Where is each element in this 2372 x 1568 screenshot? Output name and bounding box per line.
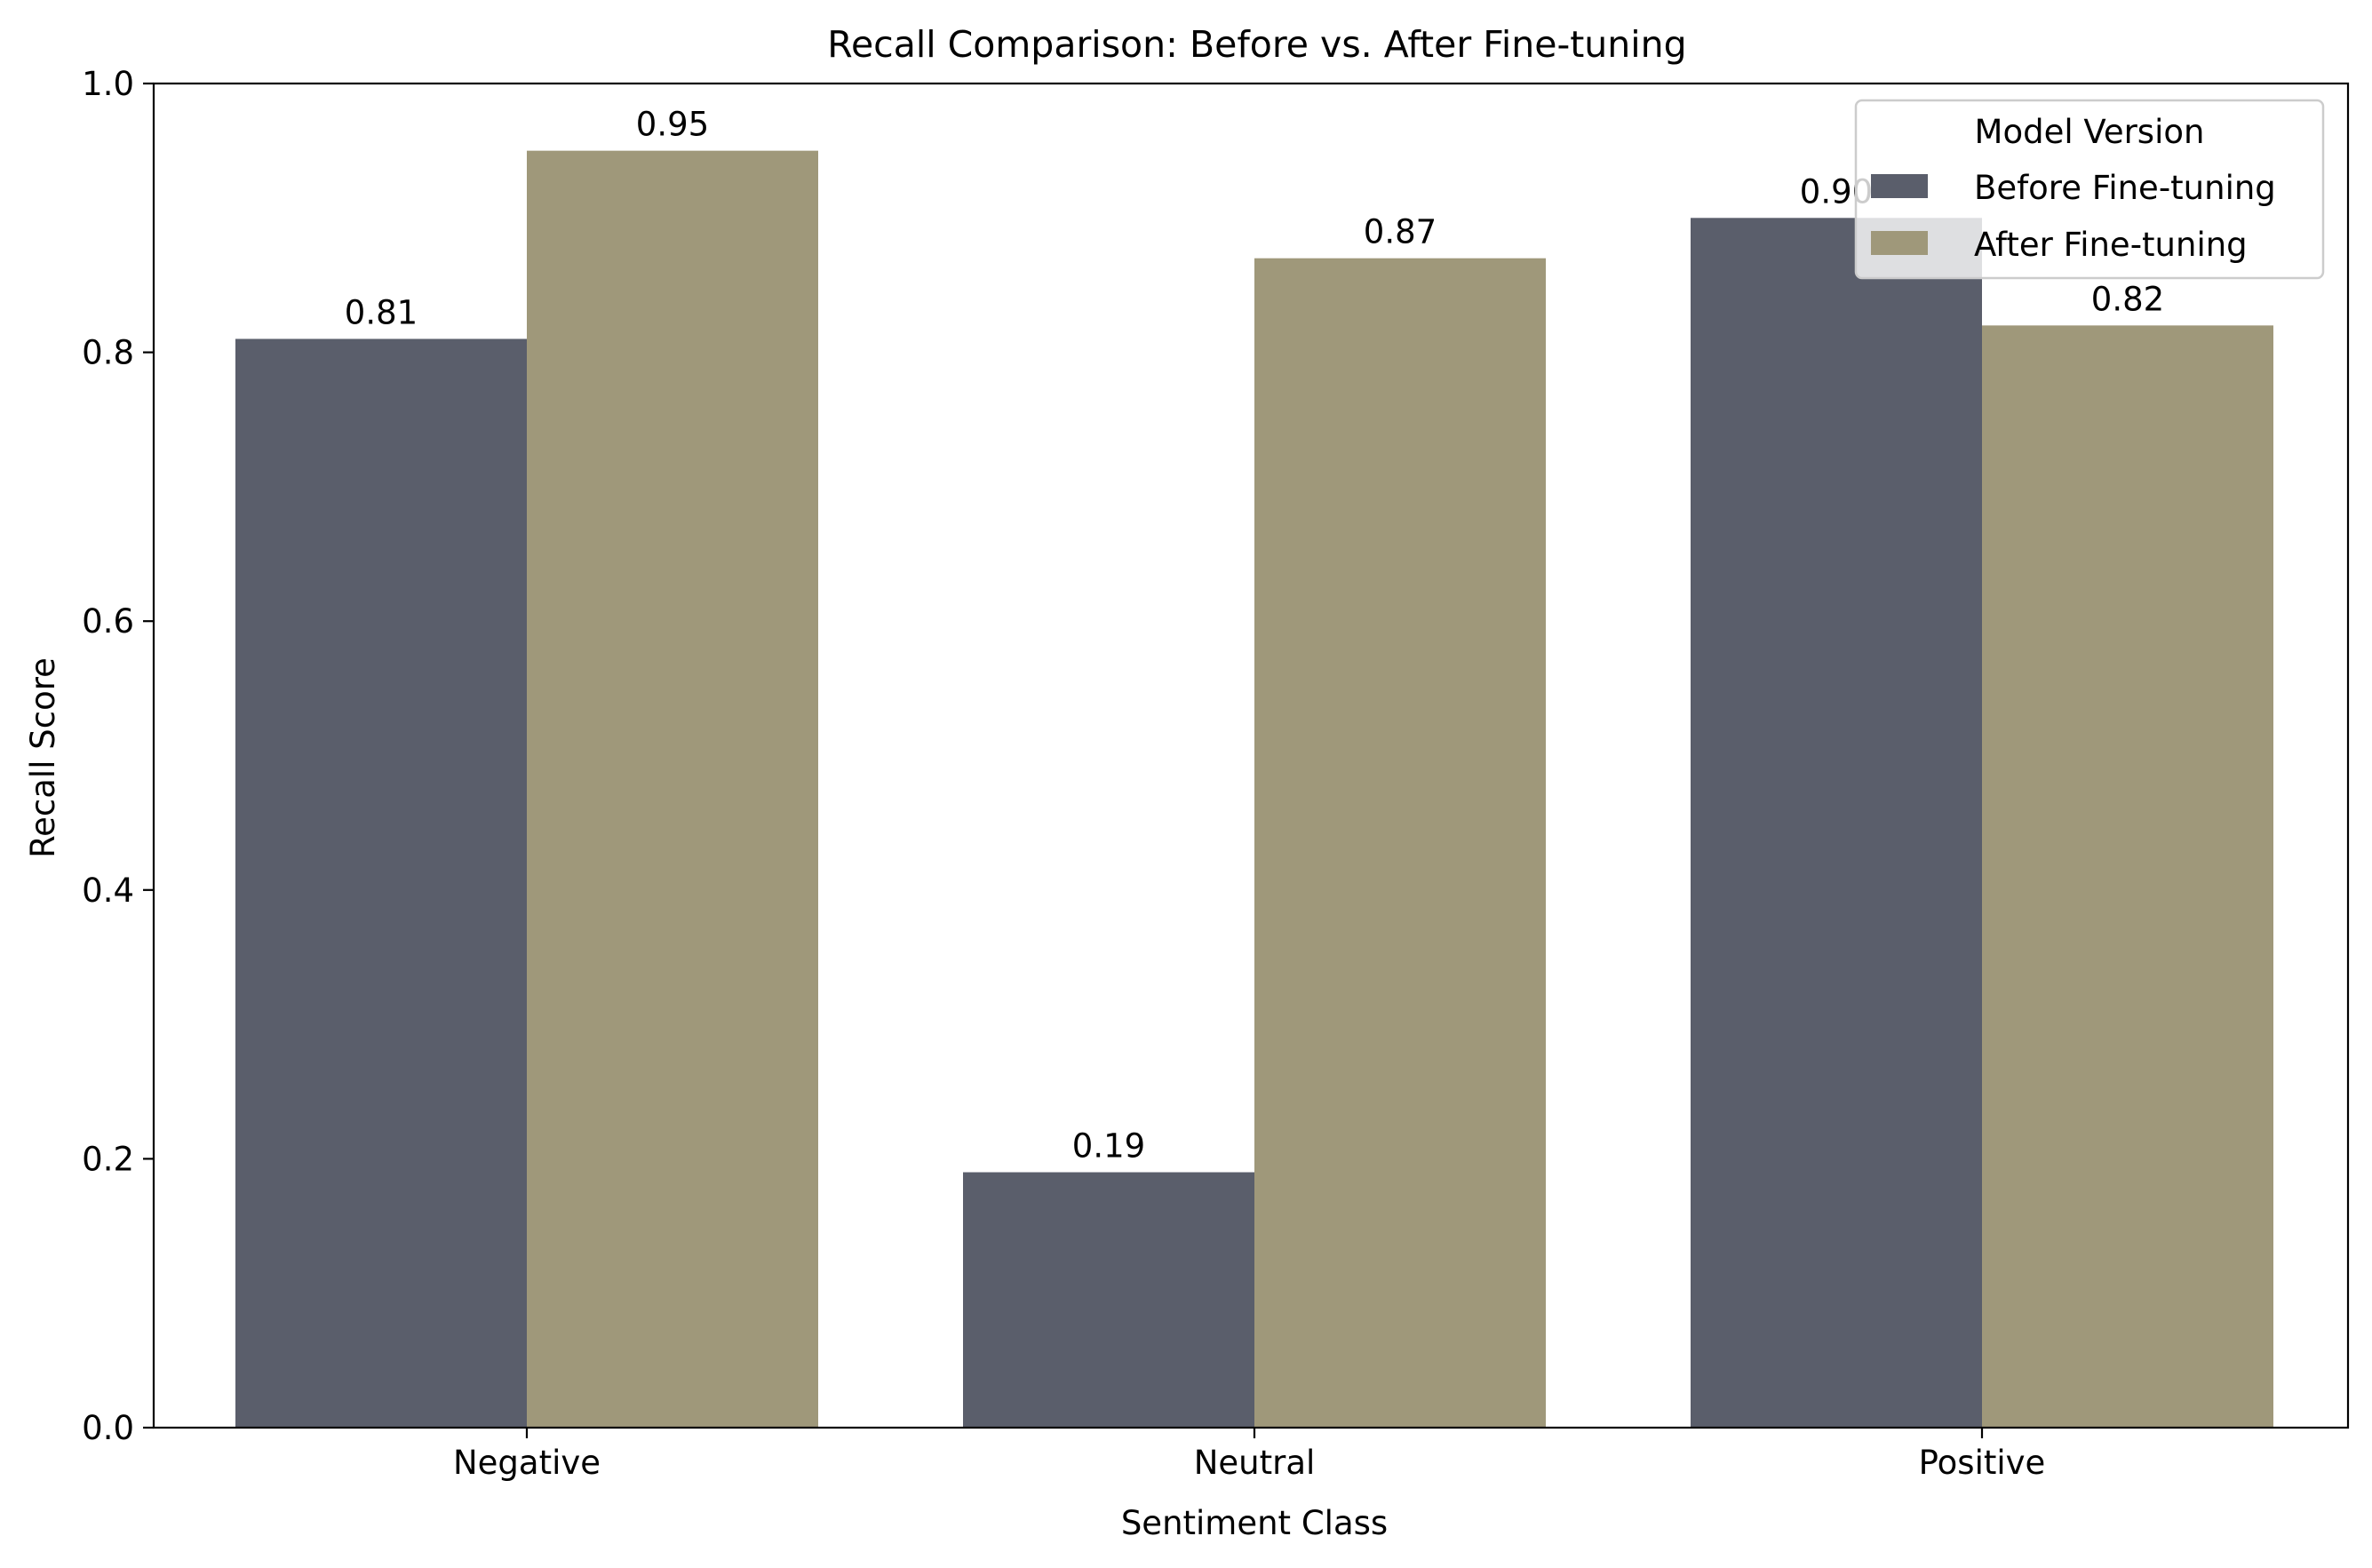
y-tick-label-4: 0.8 — [82, 334, 134, 372]
legend-frame — [1854, 99, 2325, 280]
legend-label-after: After Fine-tuning — [1974, 226, 2248, 264]
y-axis-label: Recall Score — [24, 657, 62, 858]
legend-label-before: Before Fine-tuning — [1974, 169, 2276, 207]
bar-after-fine-tuning-negative — [527, 150, 818, 1428]
data-label-after-fine-tuning-neutral: 0.87 — [1364, 213, 1437, 251]
plot-frame — [152, 82, 2350, 1429]
x-tick-label-positive: Positive — [1919, 1444, 2046, 1482]
bar-after-fine-tuning-positive — [1982, 325, 2273, 1429]
chart-title: Recall Comparison: Before vs. After Fine… — [827, 23, 1686, 66]
x-tick-label-negative: Negative — [453, 1444, 601, 1482]
bars-group — [235, 150, 2273, 1429]
data-label-before-fine-tuning-negative: 0.81 — [345, 293, 418, 331]
x-tick-label-neutral: Neutral — [1194, 1444, 1316, 1482]
bar-before-fine-tuning-positive — [1691, 218, 1982, 1428]
data-label-before-fine-tuning-neutral: 0.19 — [1072, 1127, 1145, 1166]
data-label-after-fine-tuning-positive: 0.82 — [2091, 280, 2164, 318]
data-label-after-fine-tuning-negative: 0.95 — [636, 106, 709, 144]
legend-title: Model Version — [1975, 113, 2205, 151]
y-tick-label-3: 0.6 — [82, 602, 134, 641]
y-tick-label-2: 0.4 — [82, 872, 134, 910]
bar-before-fine-tuning-negative — [235, 338, 527, 1429]
bar-before-fine-tuning-neutral — [963, 1172, 1254, 1428]
y-tick-label-5: 1.0 — [82, 65, 134, 103]
x-axis-label: Sentiment Class — [1121, 1504, 1388, 1542]
ticks-group: Negative Neutral Positive 0.0 0.2 0.4 0.6 0.8 1.… — [82, 65, 2045, 1482]
y-tick-label-1: 0.2 — [82, 1140, 134, 1178]
legend-swatch-before — [1871, 174, 1928, 198]
legend-swatch-after — [1871, 231, 1928, 255]
y-tick-label-0: 0.0 — [82, 1409, 134, 1447]
axes-group — [152, 82, 2350, 1429]
legend: Model Version Before Fine-tuning After F… — [1854, 99, 2325, 280]
bar-after-fine-tuning-neutral — [1254, 258, 1546, 1429]
